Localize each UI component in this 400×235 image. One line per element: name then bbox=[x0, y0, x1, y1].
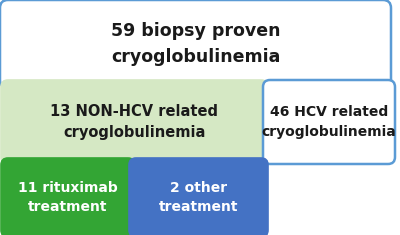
Text: 11 rituximab
treatment: 11 rituximab treatment bbox=[18, 181, 118, 214]
Text: 46 HCV related
cryoglobulinemia: 46 HCV related cryoglobulinemia bbox=[262, 105, 396, 139]
FancyBboxPatch shape bbox=[263, 80, 395, 164]
Text: 59 biopsy proven
cryoglobulinemia: 59 biopsy proven cryoglobulinemia bbox=[111, 23, 280, 66]
FancyBboxPatch shape bbox=[0, 0, 391, 88]
FancyBboxPatch shape bbox=[1, 80, 268, 164]
Text: 2 other
treatment: 2 other treatment bbox=[159, 181, 238, 214]
FancyBboxPatch shape bbox=[129, 158, 268, 235]
Text: 13 NON-HCV related
cryoglobulinemia: 13 NON-HCV related cryoglobulinemia bbox=[50, 104, 218, 140]
FancyBboxPatch shape bbox=[1, 158, 135, 235]
